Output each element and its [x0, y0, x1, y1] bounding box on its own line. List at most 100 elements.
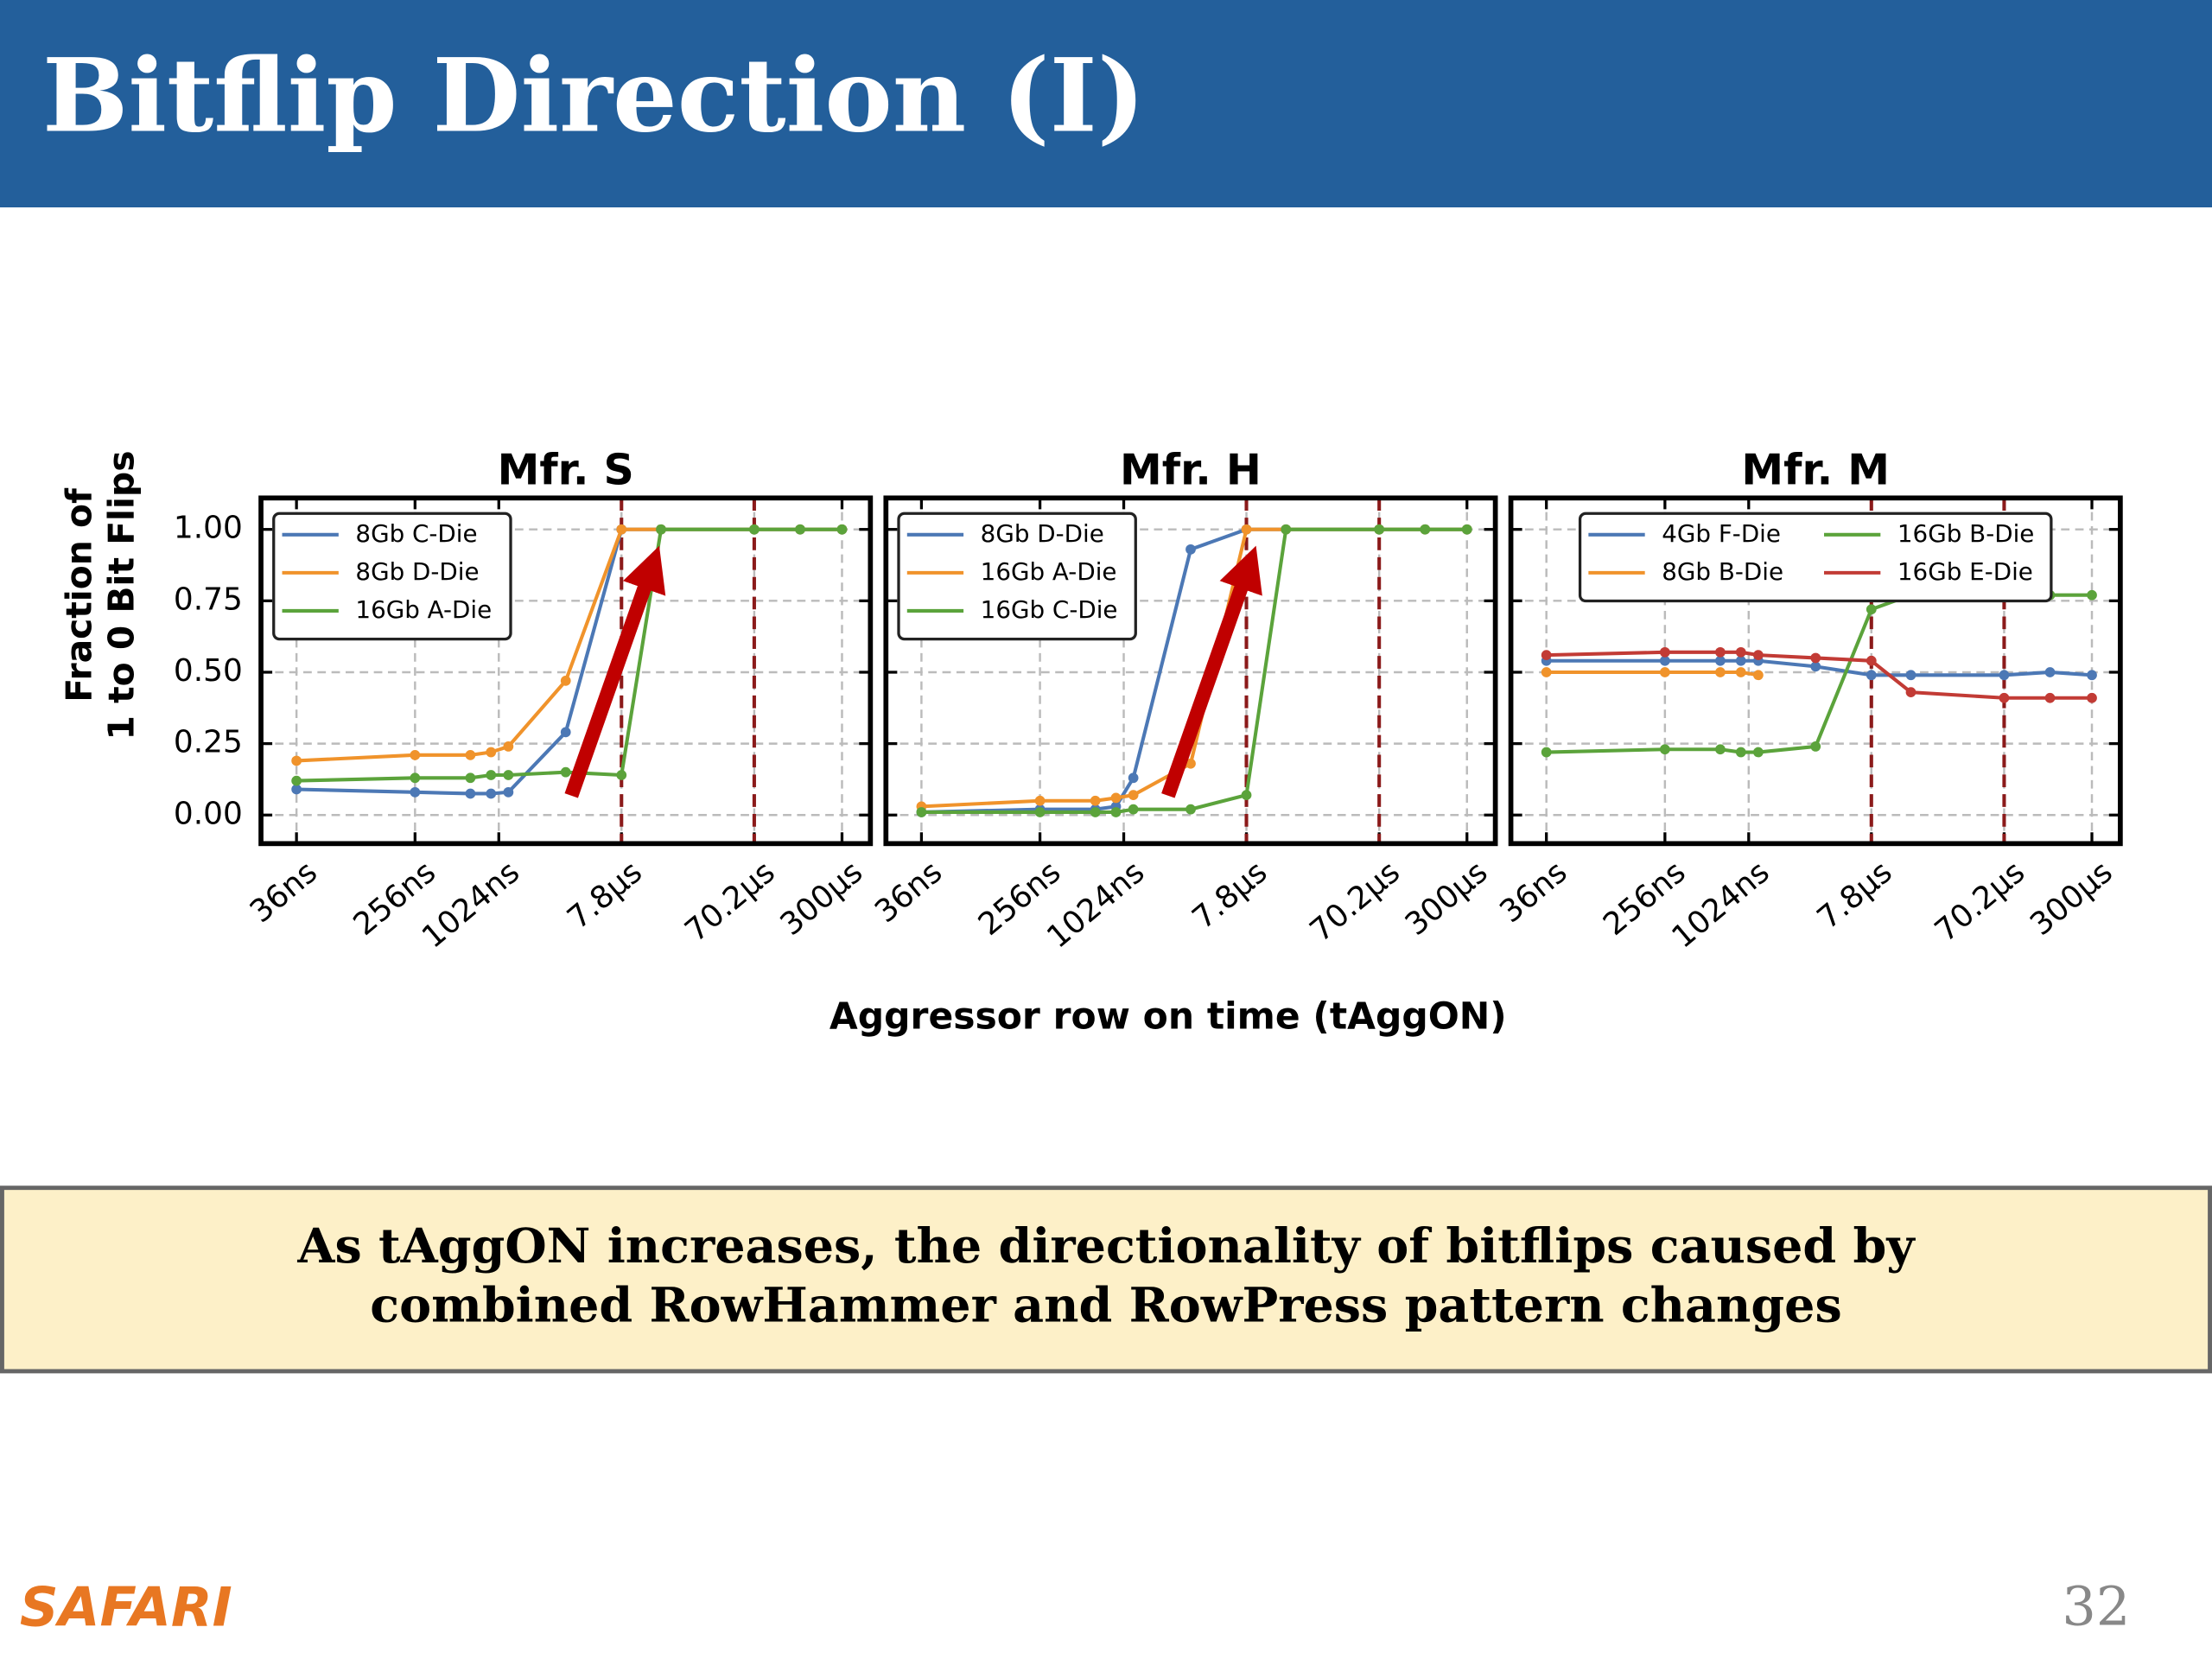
data-point	[2087, 692, 2097, 703]
data-point	[795, 524, 805, 535]
data-point	[1241, 790, 1252, 801]
y-tick-label: 0.50	[174, 653, 243, 689]
legend-box	[1578, 512, 2053, 603]
x-tick-label: 70.2µs	[1929, 855, 2031, 950]
data-point	[1810, 652, 1821, 664]
data-point	[465, 772, 476, 784]
data-point	[1034, 795, 1046, 806]
x-axis-label: Aggressor row on time (tAggON)	[830, 995, 1507, 1038]
data-point	[1110, 792, 1122, 804]
trend-arrow	[1161, 545, 1262, 798]
page-number: 32	[2062, 1575, 2130, 1638]
data-point	[1735, 747, 1746, 758]
header-band	[0, 0, 2212, 207]
data-point	[291, 784, 302, 795]
data-point	[1866, 655, 1877, 666]
data-point	[1659, 744, 1670, 755]
legend-label: 8Gb D-Die	[355, 557, 479, 586]
data-point	[1659, 646, 1670, 658]
data-point	[465, 788, 476, 799]
x-tick-label: 7.8µs	[561, 855, 649, 937]
data-point	[1090, 807, 1101, 817]
data-point	[1810, 661, 1821, 672]
data-point	[410, 749, 421, 760]
data-point	[410, 772, 421, 784]
x-tick-label: 36ns	[244, 855, 324, 930]
plot-frame	[883, 495, 1498, 847]
x-tick-label: 36ns	[868, 855, 949, 930]
data-point	[836, 524, 848, 535]
legend-label: 4Gb F-Die	[1662, 519, 1781, 548]
data-point	[1128, 790, 1139, 801]
data-point	[1128, 772, 1139, 784]
data-point	[749, 524, 760, 535]
x-tick-label: 300µs	[774, 855, 870, 943]
data-point	[1715, 655, 1726, 666]
data-point	[1905, 670, 1916, 681]
legend-label: 8Gb D-Die	[981, 519, 1104, 548]
data-point	[465, 749, 476, 760]
data-point	[410, 786, 421, 798]
data-point	[1281, 524, 1292, 535]
data-point	[1866, 670, 1877, 681]
data-point	[1715, 646, 1726, 658]
slide-title: Bitflip Direction (I)	[42, 35, 1145, 155]
data-point	[1241, 524, 1252, 535]
panel-title: Mfr. M	[1741, 445, 1890, 494]
y-tick-label: 0.75	[174, 582, 243, 617]
legend-label: 16Gb A-Die	[981, 557, 1117, 586]
data-point	[1461, 524, 1472, 535]
data-point	[1034, 807, 1046, 817]
data-point	[2044, 692, 2056, 703]
data-point	[1110, 807, 1122, 817]
data-point	[503, 741, 514, 752]
trend-arrow	[564, 545, 666, 798]
y-tick-label: 1.00	[174, 511, 243, 546]
legend-label: 16Gb A-Die	[355, 595, 492, 624]
callout-text: combined RowHammer and RowPress pattern …	[370, 1278, 1841, 1334]
plot-frame	[258, 495, 874, 847]
data-point	[291, 775, 302, 786]
data-point	[1541, 650, 1552, 661]
callout-text: As tAggON increases, the directionality …	[296, 1218, 1916, 1274]
x-tick-label: 70.2µs	[1304, 855, 1407, 950]
data-point	[1753, 670, 1764, 681]
x-tick-label: 7.8µs	[1185, 855, 1274, 937]
data-point	[2087, 670, 2097, 681]
data-point	[291, 755, 302, 766]
data-point	[560, 727, 571, 738]
data-point	[1715, 744, 1726, 755]
x-tick-label: 300µs	[1399, 855, 1495, 943]
legend-label: 8Gb B-Die	[1662, 557, 1783, 586]
legend-box	[897, 512, 1137, 641]
legend-label: 8Gb C-Die	[355, 519, 477, 548]
data-point	[1374, 524, 1385, 535]
data-point	[656, 524, 666, 535]
y-axis-label: 1 to 0 Bit Flips	[101, 450, 143, 740]
data-point	[1715, 667, 1726, 677]
legend-label: 16Gb E-Die	[1897, 557, 2033, 586]
data-point	[1185, 758, 1196, 769]
data-point	[503, 786, 514, 798]
data-point	[1541, 747, 1552, 758]
data-point	[1659, 655, 1670, 666]
data-point	[616, 524, 627, 535]
x-tick-label: 70.2µs	[678, 855, 781, 950]
data-point	[616, 770, 627, 780]
data-point	[486, 770, 497, 780]
data-point	[916, 807, 927, 817]
legend-box	[272, 512, 512, 641]
data-point	[560, 676, 571, 686]
callout-box	[0, 1185, 2212, 1374]
y-tick-label: 0.00	[174, 796, 243, 831]
data-point	[486, 788, 497, 799]
data-point	[1999, 692, 2010, 703]
y-axis-label: Fraction of	[59, 487, 100, 702]
data-point	[1420, 524, 1431, 535]
data-point	[1735, 667, 1746, 677]
data-point	[1735, 655, 1746, 666]
data-point	[1128, 804, 1139, 815]
panel-title: Mfr. H	[1120, 445, 1262, 494]
y-tick-label: 0.25	[174, 725, 243, 760]
